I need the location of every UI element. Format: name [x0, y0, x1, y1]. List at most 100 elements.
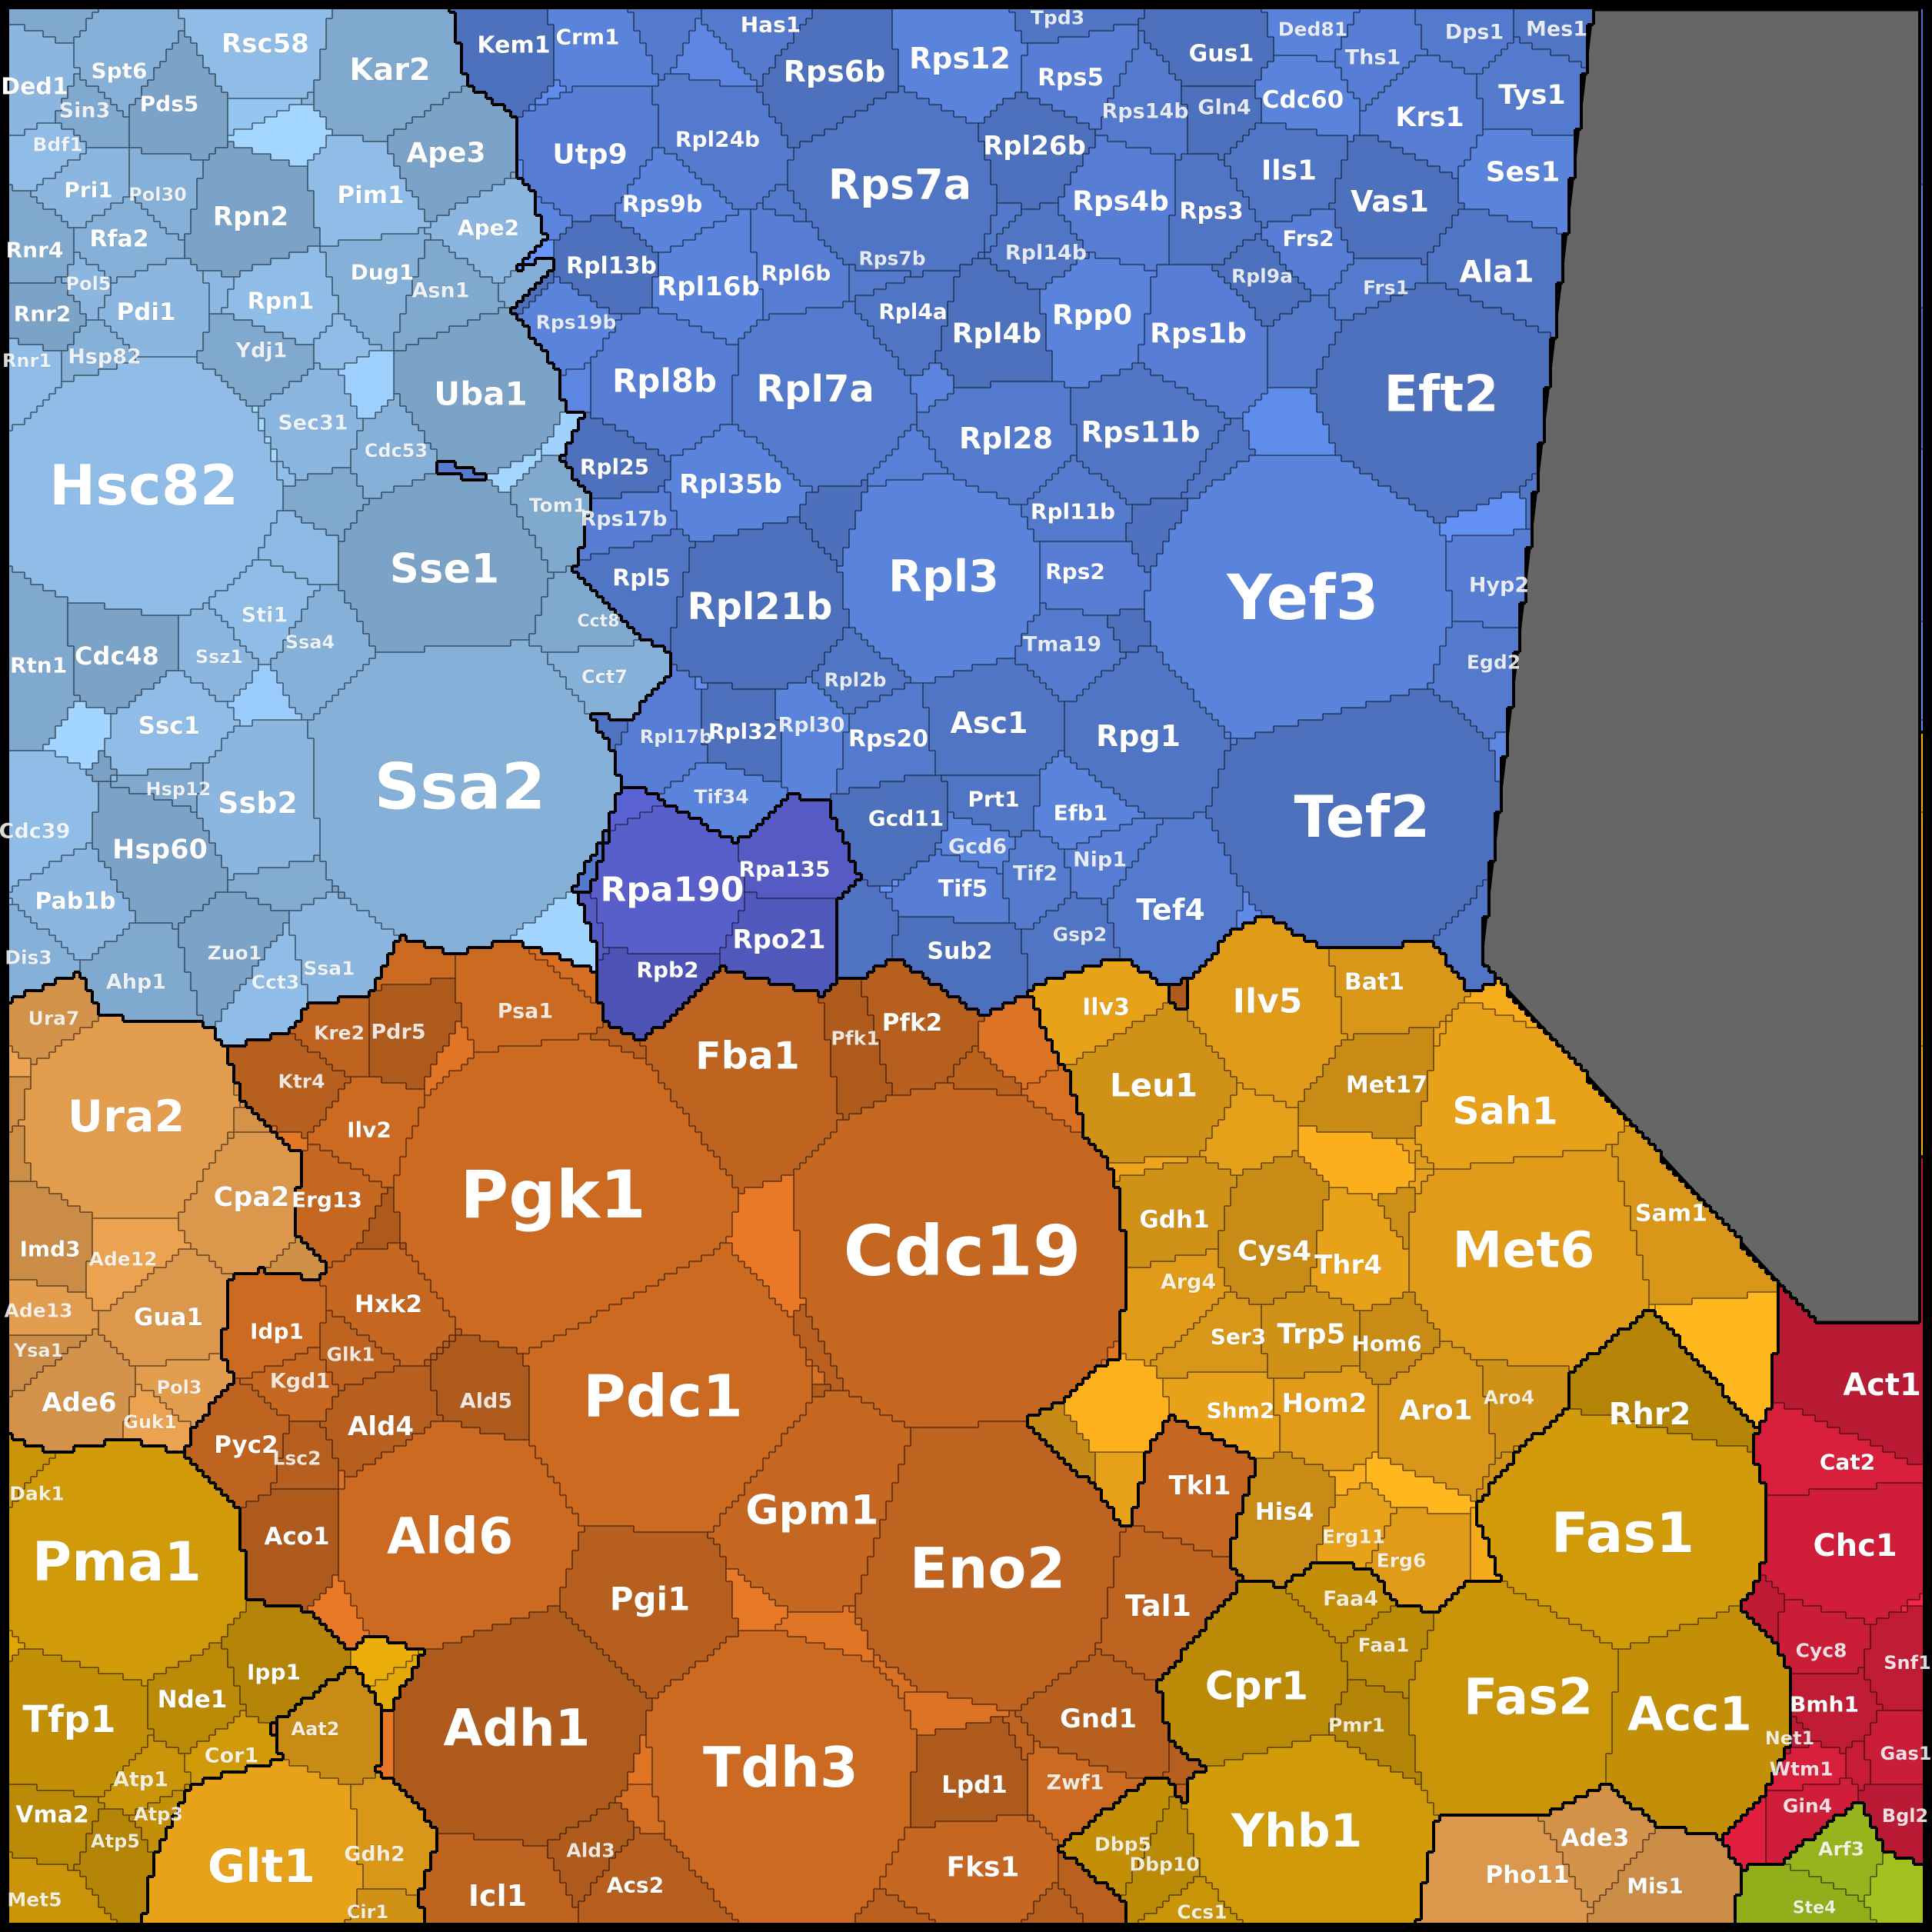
- cell-asc1: [923, 658, 1064, 775]
- cell-label-rps17b: Rps17b: [580, 508, 667, 531]
- cell-label-dis3: Dis3: [5, 947, 52, 969]
- cell-rps12: [892, 6, 1028, 123]
- cell-chc1: [1760, 1483, 1926, 1624]
- cell-label-cpa2: Cpa2: [214, 1182, 290, 1213]
- cell-rpl24b: [652, 74, 794, 209]
- cell-gcd6: [935, 812, 1015, 874]
- cell-minor: [1200, 1083, 1298, 1175]
- cell-label-erg11: Erg11: [1322, 1526, 1385, 1548]
- cell-ald6: [338, 1421, 585, 1649]
- cell-label-pyc2: Pyc2: [214, 1431, 278, 1459]
- cell-his4: [1231, 1452, 1335, 1587]
- cell-minor: [357, 1188, 400, 1249]
- cell-label-rfa2: Rfa2: [89, 226, 148, 253]
- cell-label-yef3: Yef3: [1226, 562, 1379, 635]
- cell-label-rps14b: Rps14b: [1101, 100, 1188, 124]
- cell-rpl3: [837, 474, 1040, 683]
- cell-cpr1: [1157, 1581, 1347, 1766]
- cell-label-snf1: Snf1: [1884, 1652, 1931, 1674]
- cell-rps2: [1040, 541, 1151, 615]
- cell-minor: [228, 1108, 271, 1138]
- cell-label-bgl2: Bgl2: [1882, 1805, 1928, 1827]
- cell-label-rpl7a: Rpl7a: [756, 368, 874, 411]
- cell-label-dbp5: Dbp5: [1094, 1834, 1151, 1856]
- cell-bat1: [1329, 941, 1471, 1040]
- cell-pho11: [1415, 1815, 1594, 1926]
- cell-rpl17b: [615, 665, 708, 794]
- cell-minor: [1434, 1015, 1452, 1046]
- cell-ssz1: [178, 603, 258, 701]
- cell-pim1: [308, 135, 431, 246]
- cell-label-rpl30: Rpl30: [778, 714, 845, 738]
- cell-yhb1: [1181, 1735, 1440, 1926]
- cell-label-pho11: Pho11: [1485, 1861, 1569, 1889]
- cell-rpo21: [720, 892, 837, 997]
- cell-label-ccs1: Ccs1: [1177, 1901, 1227, 1924]
- cell-erg11: [1317, 1483, 1397, 1569]
- cell-label-rnr4: Rnr4: [6, 238, 64, 263]
- cell-pfk2: [861, 960, 984, 1095]
- cell-label-cdc19: Cdc19: [843, 1211, 1081, 1292]
- cell-rpl2b: [812, 628, 911, 714]
- cell-zuo1: [178, 892, 289, 1028]
- cell-label-rpl6b: Rpl6b: [761, 261, 831, 286]
- cell-label-cys4: Cys4: [1237, 1236, 1311, 1267]
- cell-label-fas2: Fas2: [1464, 1669, 1593, 1727]
- cell-minor: [1021, 1064, 1083, 1132]
- cell-label-cpr1: Cpr1: [1205, 1664, 1309, 1710]
- cell-faa4: [1286, 1563, 1397, 1643]
- cell-minor: [535, 197, 572, 240]
- cell-label-ktr4: Ktr4: [278, 1071, 325, 1093]
- cell-minor: [812, 1384, 831, 1397]
- cell-label-zwf1: Zwf1: [1046, 1771, 1104, 1795]
- cell-sub2: [892, 917, 1028, 1015]
- cell-label-guk1: Guk1: [123, 1411, 176, 1433]
- cell-tkl1: [1132, 1415, 1255, 1557]
- cell-label-idp1: Idp1: [250, 1319, 304, 1344]
- cell-label-uba1: Uba1: [434, 375, 528, 413]
- cell-frs2: [1261, 209, 1354, 295]
- cell-psa1: [455, 941, 603, 1052]
- cell-minor: [375, 1710, 394, 1778]
- cell-minor: [529, 948, 597, 1003]
- cell-yef3: [1144, 455, 1452, 738]
- cell-label-rps2: Rps2: [1045, 559, 1105, 585]
- cell-label-fas1: Fas1: [1551, 1501, 1695, 1565]
- cell-minor: [609, 788, 665, 831]
- cell-minor: [1163, 1741, 1206, 1784]
- cell-minor: [1864, 1852, 1926, 1926]
- cell-minor: [904, 1692, 1009, 1735]
- cell-lsc2: [271, 1421, 338, 1489]
- cell-minor: [425, 1021, 474, 1095]
- cell-adh1: [394, 1606, 652, 1846]
- cell-label-gua1: Gua1: [134, 1304, 203, 1331]
- cell-cct8: [529, 566, 640, 652]
- cell-minor: [726, 1569, 788, 1631]
- cell-ste4: [1735, 1864, 1877, 1926]
- cell-minor: [591, 714, 628, 751]
- cell-label-gin4: Gin4: [1783, 1795, 1832, 1817]
- cell-label-crm1: Crm1: [555, 25, 619, 50]
- cell-cdc48: [68, 603, 178, 714]
- cell-minor: [978, 203, 1021, 258]
- cell-label-sah1: Sah1: [1452, 1090, 1557, 1134]
- cell-rpl28: [917, 381, 1077, 505]
- cell-label-pmr1: Pmr1: [1328, 1714, 1385, 1737]
- cell-label-sti1: Sti1: [242, 604, 288, 628]
- cell-rpb2: [597, 948, 720, 1040]
- cell-aat2: [277, 1667, 381, 1784]
- cell-ala1: [1427, 209, 1563, 338]
- cell-act1: [1772, 1157, 1926, 1464]
- cell-label-rpl8b: Rpl8b: [612, 362, 717, 400]
- cell-rpl13b: [554, 215, 658, 314]
- cell-label-tom1: Tom1: [529, 495, 586, 517]
- cell-label-cir1: Cir1: [347, 1901, 388, 1923]
- cell-label-fba1: Fba1: [695, 1034, 800, 1078]
- cell-minor: [726, 1175, 806, 1317]
- cell-fks1: [880, 1815, 1058, 1926]
- cell-pab1b: [6, 843, 135, 960]
- cell-label-atp5: Atp5: [91, 1830, 140, 1852]
- cell-gdh1: [1114, 1157, 1237, 1267]
- cell-label-frs1: Frs1: [1363, 277, 1409, 299]
- cell-minor: [1329, 1464, 1366, 1495]
